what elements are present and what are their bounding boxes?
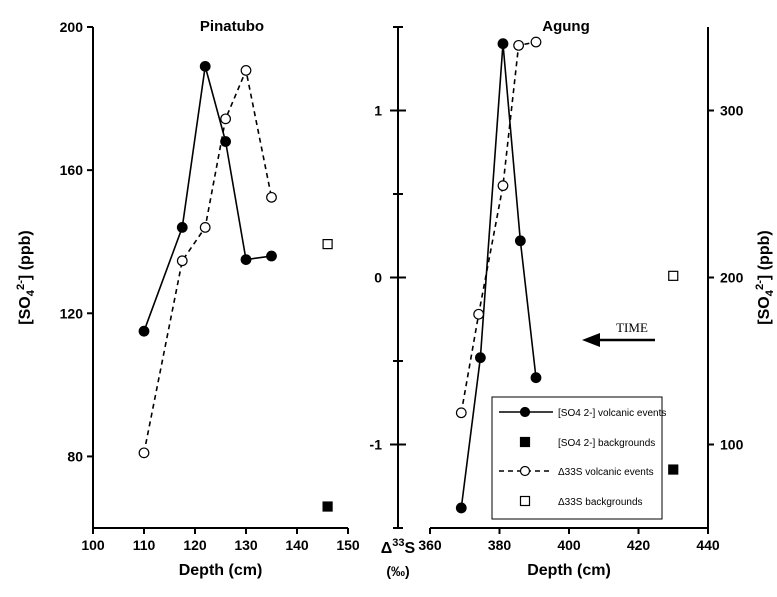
data-point — [530, 372, 542, 384]
x-tick-label: 440 — [696, 537, 720, 553]
data-point — [240, 65, 252, 76]
legend-marker — [519, 465, 531, 477]
time-label: TIME — [616, 320, 648, 335]
d33s-tick-label: 1 — [374, 103, 382, 119]
legend-marker — [519, 436, 531, 448]
series-solid-filled-circle — [455, 38, 542, 514]
time-annotation: TIME — [582, 320, 655, 347]
data-point — [322, 501, 333, 512]
legend-label: [SO4 2-] volcanic events — [558, 408, 666, 419]
y-axis-title: [SO42-] (ppb) — [15, 230, 37, 324]
data-point — [497, 38, 509, 50]
x-tick-label: 150 — [336, 537, 360, 553]
legend-label: Δ33S volcanic events — [558, 467, 654, 478]
data-point — [266, 250, 277, 262]
data-point — [455, 407, 467, 419]
d33s-axis: -1 0 1 Δ33S (‰) — [370, 26, 416, 579]
y-tick-label: 300 — [720, 103, 744, 119]
legend-label: [SO4 2-] backgrounds — [558, 438, 655, 449]
legend-entry: Δ33S volcanic events — [499, 465, 654, 478]
data-point — [473, 308, 485, 320]
data-point — [514, 235, 526, 247]
series-open-square — [322, 239, 333, 250]
data-point — [220, 113, 232, 125]
series-dashed-open-circle — [455, 36, 542, 419]
x-tick-label: 360 — [418, 537, 442, 553]
data-point — [668, 464, 679, 475]
data-point — [668, 270, 679, 281]
x-tick-label: 110 — [133, 537, 156, 553]
y-tick-label: 120 — [60, 305, 84, 321]
series-filled-square — [668, 464, 679, 475]
y-tick-label: 200 — [720, 270, 744, 286]
time-arrow-head — [582, 333, 600, 347]
data-point — [530, 36, 542, 48]
y-tick-label: 100 — [720, 437, 744, 453]
data-point — [474, 352, 486, 364]
y-tick-label: 200 — [60, 19, 84, 35]
data-point — [138, 447, 150, 459]
legend-entry: Δ33S backgrounds — [519, 495, 643, 508]
series-line — [143, 67, 273, 454]
data-point — [455, 502, 467, 514]
series-filled-square — [322, 501, 333, 512]
d33s-tick-label: -1 — [370, 437, 383, 453]
x-tick-label: 130 — [234, 537, 258, 553]
series-open-square — [668, 270, 679, 281]
d33s-axis-unit: (‰) — [386, 563, 409, 579]
legend-marker — [519, 495, 531, 507]
data-point — [220, 136, 232, 147]
data-point — [138, 325, 150, 337]
data-point — [497, 180, 509, 192]
d33s-axis-title: Δ33S — [381, 537, 416, 557]
data-point — [240, 254, 252, 266]
series-solid-filled-circle — [138, 60, 277, 337]
legend-marker — [519, 406, 531, 418]
x-tick-label: 380 — [488, 537, 512, 553]
data-point — [266, 191, 277, 203]
data-point — [176, 255, 188, 267]
x-tick-label: 120 — [183, 537, 207, 553]
data-point — [199, 221, 211, 233]
panel-title: Pinatubo — [200, 18, 264, 35]
y-tick-label: 160 — [60, 162, 84, 178]
d33s-tick-label: 0 — [374, 270, 382, 286]
y-axis-title-group: [SO42-] (ppb) — [754, 230, 776, 324]
panel-title: Agung — [542, 18, 589, 35]
y-tick-label: 80 — [67, 448, 83, 464]
data-point — [199, 60, 211, 72]
data-point — [513, 39, 525, 51]
x-tick-label: 100 — [81, 537, 105, 553]
y-axis-title-group: [SO42-] (ppb) — [15, 230, 37, 324]
data-point — [176, 221, 188, 233]
x-tick-label: 420 — [627, 537, 651, 553]
series-line — [460, 41, 537, 413]
x-tick-label: 400 — [557, 537, 581, 553]
legend-entry: [SO4 2-] backgrounds — [519, 436, 655, 449]
series-dashed-open-circle — [138, 65, 277, 459]
panel-1: 360 380 400 420 440 Depth (cm) Agung 100 200 300 [… — [418, 18, 776, 579]
x-tick-label: 140 — [285, 537, 309, 553]
y-axis-title: [SO42-] (ppb) — [754, 230, 776, 324]
legend: [SO4 2-] volcanic events [SO4 2-] backgro… — [491, 396, 666, 520]
panel-0: 100 110 120 130 140 150 Depth (cm) Pinatubo 80 12… — [15, 18, 360, 579]
x-axis-title: Depth (cm) — [527, 562, 611, 579]
legend-label: Δ33S backgrounds — [558, 497, 643, 508]
data-point — [322, 239, 333, 250]
x-axis-title: Depth (cm) — [179, 562, 263, 579]
legend-entry: [SO4 2-] volcanic events — [499, 406, 666, 419]
